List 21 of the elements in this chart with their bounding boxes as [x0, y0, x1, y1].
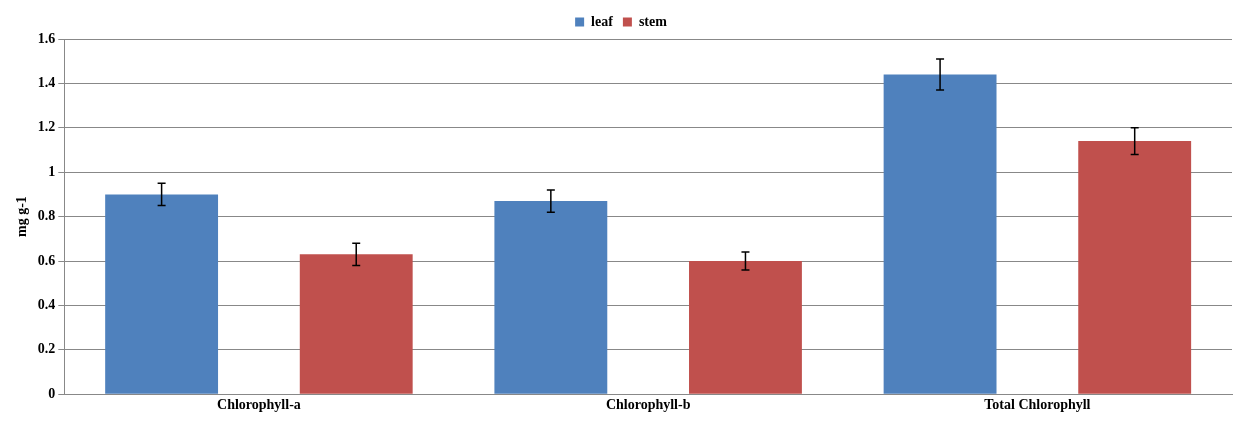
bar — [105, 194, 219, 394]
y-tick-label: 1.6 — [37, 30, 56, 46]
y-tick-label: 0.4 — [37, 297, 56, 313]
legend-label: stem — [638, 13, 668, 29]
y-tick-label: 1.4 — [37, 75, 56, 91]
bar — [494, 201, 608, 394]
y-tick-label: 0.8 — [37, 208, 56, 224]
legend-label: leaf — [591, 13, 614, 29]
y-tick-label: 1 — [48, 163, 56, 179]
x-tick-label: Chlorophyll-b — [605, 397, 691, 413]
y-tick-label: 0.6 — [37, 252, 56, 268]
bar — [299, 254, 413, 394]
x-tick-label: Chlorophyll-a — [217, 397, 301, 413]
bar — [883, 74, 997, 394]
y-tick-label: 0 — [48, 385, 56, 401]
bar — [689, 261, 802, 394]
y-axis-title: mg g-1 — [14, 196, 30, 238]
y-tick-label: 0.2 — [37, 341, 56, 357]
y-tick-label: 1.2 — [37, 119, 56, 135]
x-tick-label: Total Chlorophyll — [984, 397, 1091, 413]
bar — [1078, 141, 1192, 394]
